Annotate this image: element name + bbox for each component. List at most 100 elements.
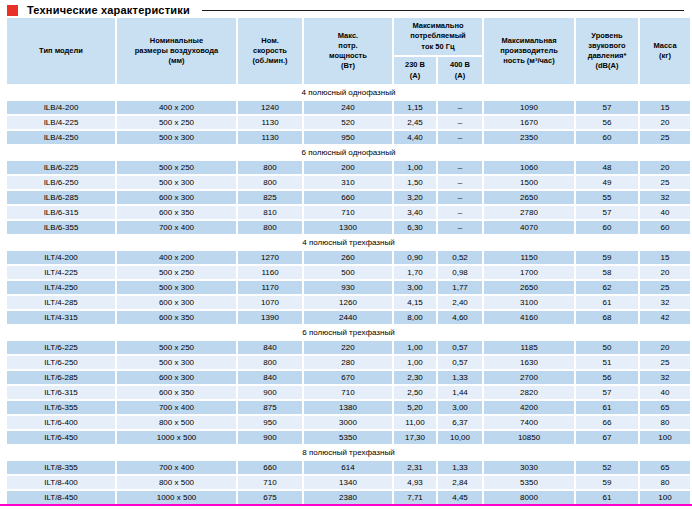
- section-title: 4 полюсный однофазный: [7, 86, 690, 99]
- cell-value: 80: [640, 476, 690, 489]
- table-row: ILB/6-225500 x 2508002001,00–10604820: [7, 161, 690, 174]
- cell-value: 670: [304, 371, 392, 384]
- cell-value: 40: [640, 386, 690, 399]
- cell-value: –: [438, 116, 482, 129]
- cell-value: 20: [640, 116, 690, 129]
- cell-value: 500: [304, 266, 392, 279]
- section-title: 6 полюсный однофазный: [7, 146, 690, 159]
- cell-value: 66: [576, 416, 638, 429]
- cell-value: 220: [304, 341, 392, 354]
- cell-value: 2,30: [394, 371, 436, 384]
- cell-model: ILB/6-225: [7, 161, 115, 174]
- col-header-power: Макс. потр. мощность (Вт): [304, 18, 392, 84]
- cell-value: –: [438, 161, 482, 174]
- table-header: Тип модели Номинальные размеры воздухово…: [7, 18, 690, 84]
- cell-value: 1670: [484, 116, 574, 129]
- cell-value: 2700: [484, 371, 574, 384]
- cell-value: 2820: [484, 386, 574, 399]
- cell-value: 25: [640, 356, 690, 369]
- red-square-bullet-icon: [7, 5, 18, 16]
- table-row: ILT/6-315600 x 3509007102,501,4428205740: [7, 386, 690, 399]
- cell-value: 400 x 200: [117, 101, 236, 114]
- cell-model: ILT/6-285: [7, 371, 115, 384]
- table-row: ILB/6-315600 x 3508107103,40–27805740: [7, 206, 690, 219]
- cell-value: 500 x 300: [117, 131, 236, 144]
- cell-model: ILT/4-225: [7, 266, 115, 279]
- cell-value: 1,15: [394, 101, 436, 114]
- cell-model: ILT/4-250: [7, 281, 115, 294]
- table-row: ILB/6-285600 x 3008256603,20–26505532: [7, 191, 690, 204]
- cell-value: 3,00: [438, 401, 482, 414]
- cell-value: 1,44: [438, 386, 482, 399]
- cell-value: 4,45: [438, 491, 482, 504]
- cell-value: 200: [304, 161, 392, 174]
- cell-value: 280: [304, 356, 392, 369]
- cell-value: 660: [238, 461, 302, 474]
- table-row: ILT/4-285600 x 300107012604,152,40310061…: [7, 296, 690, 309]
- cell-model: ILB/4-225: [7, 116, 115, 129]
- cell-value: 1,00: [394, 161, 436, 174]
- cell-value: 900: [238, 386, 302, 399]
- cell-value: 2350: [484, 131, 574, 144]
- cell-value: 600 x 300: [117, 371, 236, 384]
- cell-value: 15: [640, 101, 690, 114]
- cell-value: 61: [576, 296, 638, 309]
- cell-value: 55: [576, 191, 638, 204]
- cell-value: 60: [576, 131, 638, 144]
- cell-value: 2380: [304, 491, 392, 504]
- cell-value: 800: [238, 356, 302, 369]
- cell-value: 675: [238, 491, 302, 504]
- cell-value: 700 x 400: [117, 401, 236, 414]
- cell-value: 0,98: [438, 266, 482, 279]
- table-row: ILT/6-400800 x 500950300011,006,37740066…: [7, 416, 690, 429]
- cell-value: 600 x 300: [117, 296, 236, 309]
- cell-value: 1,33: [438, 371, 482, 384]
- cell-model: ILB/6-285: [7, 191, 115, 204]
- cell-value: 60: [576, 221, 638, 234]
- cell-value: 61: [576, 491, 638, 504]
- col-header-model: Тип модели: [7, 18, 115, 84]
- cell-value: 1630: [484, 356, 574, 369]
- cell-value: 1,00: [394, 356, 436, 369]
- cell-value: 825: [238, 191, 302, 204]
- cell-value: 800: [238, 176, 302, 189]
- cell-value: 1,33: [438, 461, 482, 474]
- cell-model: ILB/4-250: [7, 131, 115, 144]
- cell-value: 5350: [304, 431, 392, 444]
- cell-value: 20: [640, 161, 690, 174]
- cell-value: 0,52: [438, 251, 482, 264]
- cell-value: 2650: [484, 281, 574, 294]
- cell-model: ILT/8-450: [7, 491, 115, 504]
- cell-value: 875: [238, 401, 302, 414]
- cell-value: 4070: [484, 221, 574, 234]
- cell-value: 1150: [484, 251, 574, 264]
- cell-value: 2,45: [394, 116, 436, 129]
- cell-value: 800: [238, 161, 302, 174]
- cell-value: 57: [576, 386, 638, 399]
- cell-value: 58: [576, 266, 638, 279]
- col-header-speed: Ном. скорость (об./мин.): [238, 18, 302, 84]
- cell-value: 2,84: [438, 476, 482, 489]
- col-header-size: Номинальные размеры воздуховода (мм): [117, 18, 236, 84]
- cell-value: 68: [576, 311, 638, 324]
- cell-value: 2,31: [394, 461, 436, 474]
- table-row: ILT/6-250500 x 3008002801,000,5716305125: [7, 356, 690, 369]
- cell-model: ILB/6-250: [7, 176, 115, 189]
- cell-value: 100: [640, 431, 690, 444]
- cell-value: 0,90: [394, 251, 436, 264]
- col-header-current-400: 400 В (А): [438, 57, 482, 84]
- cell-value: 10850: [484, 431, 574, 444]
- table-row: ILT/4-225500 x 25011605001,700,981700582…: [7, 266, 690, 279]
- cell-value: 600 x 350: [117, 206, 236, 219]
- cell-value: 65: [640, 401, 690, 414]
- cell-value: 1,70: [394, 266, 436, 279]
- cell-value: 4,60: [438, 311, 482, 324]
- cell-model: ILB/6-315: [7, 206, 115, 219]
- cell-value: 1130: [238, 131, 302, 144]
- cell-value: 700 x 400: [117, 221, 236, 234]
- cell-model: ILT/8-400: [7, 476, 115, 489]
- cell-value: 1260: [304, 296, 392, 309]
- cell-model: ILT/6-400: [7, 416, 115, 429]
- table-row: ILT/4-200400 x 20012702600,900,521150591…: [7, 251, 690, 264]
- cell-value: –: [438, 221, 482, 234]
